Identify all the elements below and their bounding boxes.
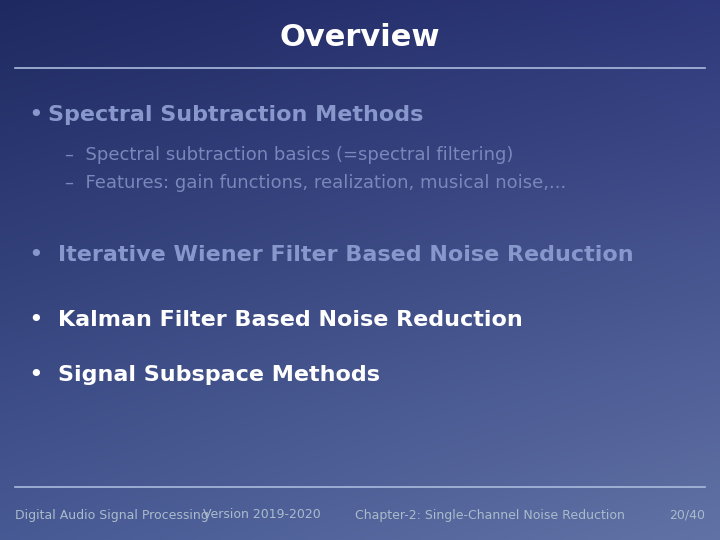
Text: –  Spectral subtraction basics (=spectral filtering): – Spectral subtraction basics (=spectral… [65,146,513,164]
Text: Overview: Overview [280,24,440,52]
Text: •: • [28,103,42,127]
Text: •: • [28,243,42,267]
Text: Version 2019-2020: Version 2019-2020 [203,509,321,522]
Text: –  Features: gain functions, realization, musical noise,...: – Features: gain functions, realization,… [65,174,566,192]
Text: •: • [28,308,42,332]
Text: Spectral Subtraction Methods: Spectral Subtraction Methods [48,105,423,125]
Text: Iterative Wiener Filter Based Noise Reduction: Iterative Wiener Filter Based Noise Redu… [58,245,634,265]
Text: •: • [28,363,42,387]
Text: Chapter-2: Single-Channel Noise Reduction: Chapter-2: Single-Channel Noise Reductio… [355,509,625,522]
Text: Digital Audio Signal Processing: Digital Audio Signal Processing [15,509,209,522]
Text: Kalman Filter Based Noise Reduction: Kalman Filter Based Noise Reduction [58,310,523,330]
Text: 20/40: 20/40 [669,509,705,522]
Text: Signal Subspace Methods: Signal Subspace Methods [58,365,380,385]
